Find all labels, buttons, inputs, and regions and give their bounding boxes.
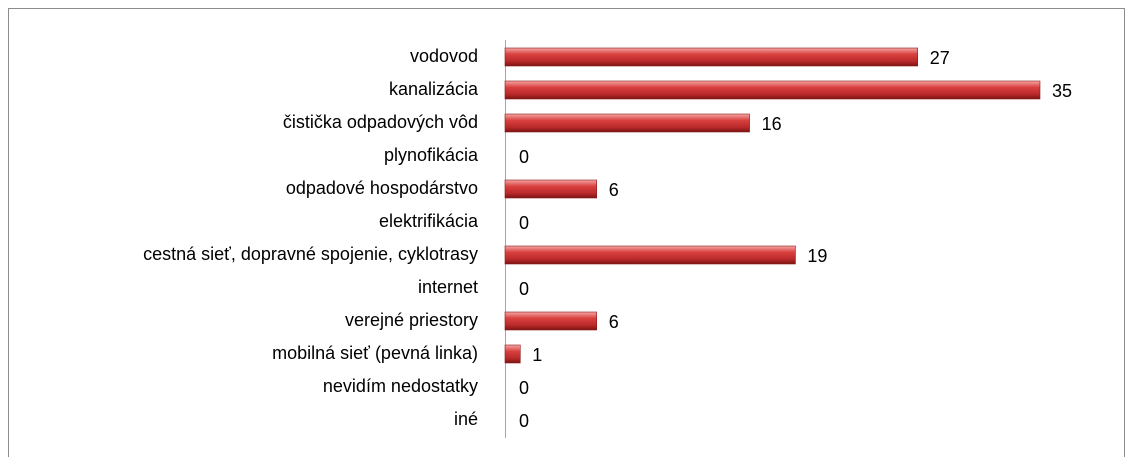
bar — [504, 47, 919, 67]
category-label: vodovod — [410, 46, 478, 66]
value-label: 6 — [609, 180, 619, 200]
bar — [504, 80, 1041, 100]
value-label: 0 — [519, 147, 529, 167]
value-label: 0 — [519, 378, 529, 398]
category-label: iné — [454, 409, 478, 429]
value-label: 6 — [609, 312, 619, 332]
value-label: 0 — [519, 279, 529, 299]
category-label: cestná sieť, dopravné spojenie, cyklotra… — [143, 244, 478, 264]
bar — [504, 245, 796, 265]
category-label: mobilná sieť (pevná linka) — [272, 343, 478, 363]
category-label: plynofikácia — [384, 145, 479, 165]
category-label: kanalizácia — [389, 79, 479, 99]
value-label: 0 — [519, 411, 529, 431]
value-label: 35 — [1052, 81, 1072, 101]
bar — [504, 344, 521, 364]
bar — [504, 311, 598, 331]
category-label: odpadové hospodárstvo — [286, 178, 478, 198]
value-label: 0 — [519, 213, 529, 233]
value-label: 27 — [930, 48, 950, 68]
category-label: nevidím nedostatky — [323, 376, 478, 396]
value-label: 1 — [532, 345, 542, 365]
value-label: 19 — [807, 246, 827, 266]
chart-frame — [8, 8, 1125, 457]
value-label: 16 — [762, 114, 782, 134]
bar — [504, 113, 750, 133]
category-label: čistička odpadových vôd — [283, 112, 478, 132]
bar — [504, 179, 598, 199]
category-label: verejné priestory — [345, 310, 478, 330]
category-label: internet — [418, 277, 478, 297]
category-label: elektrifikácia — [379, 211, 479, 231]
